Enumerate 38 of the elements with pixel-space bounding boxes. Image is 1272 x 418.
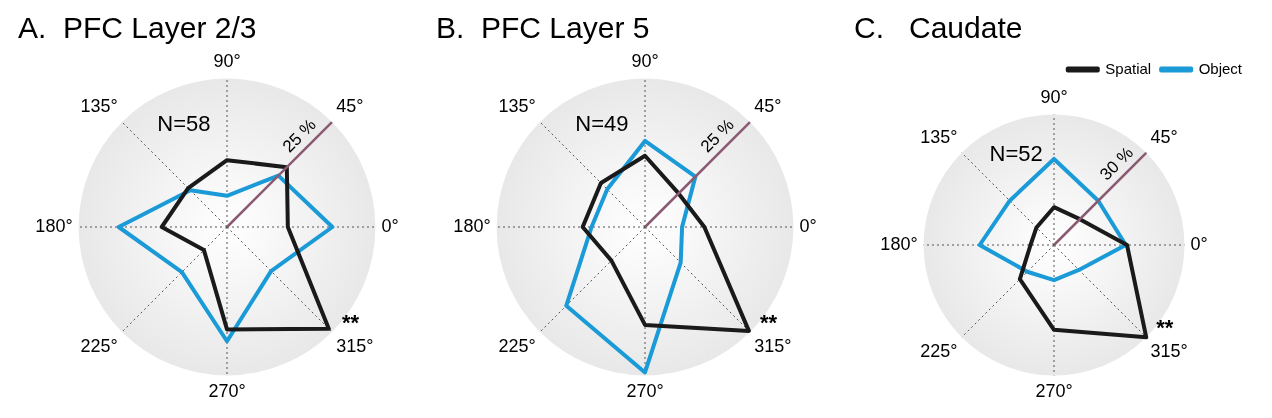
spoke-label: 315° (1150, 341, 1188, 362)
spoke-label: 180° (453, 215, 491, 236)
text: ** (759, 310, 778, 335)
spoke-label: 0° (1190, 233, 1208, 254)
spoke-label: 180° (35, 215, 73, 236)
spoke-label: 90° (213, 50, 241, 71)
spoke-label: 315° (754, 335, 792, 356)
chart-title: A. PFC Layer 2/3 (18, 11, 257, 45)
spoke-label: 225° (920, 341, 958, 362)
spoke-label: 90° (1040, 86, 1068, 107)
spoke-label: 90° (631, 50, 659, 71)
spoke-label: 45° (754, 95, 782, 116)
spoke-label: 270° (626, 381, 664, 402)
spoke-label: 45° (336, 95, 364, 116)
text: N=49 (575, 110, 629, 136)
legend-label: Object (1198, 59, 1243, 77)
legend-label: Spatial (1105, 59, 1152, 77)
text: N=58 (157, 110, 211, 136)
spoke-label: 0° (799, 215, 817, 236)
text: ** (341, 310, 360, 335)
spoke-label: 135° (80, 95, 118, 116)
spoke-label: 135° (498, 95, 536, 116)
spoke-label: 270° (1035, 381, 1073, 402)
spoke-label: 225° (80, 335, 118, 356)
text: 25 % (279, 115, 320, 157)
spoke-label: 135° (920, 126, 958, 147)
spoke-label: 0° (381, 215, 399, 236)
spoke-label: 225° (498, 335, 536, 356)
text: 30 % (1096, 143, 1137, 185)
spoke-label: 45° (1150, 126, 1178, 147)
text: N=52 (989, 141, 1043, 167)
text: ** (1156, 315, 1174, 341)
chart-title: C. Caudate (854, 11, 1023, 45)
chart-title: B. PFC Layer 5 (436, 11, 650, 45)
spoke-label: 180° (880, 233, 918, 254)
spoke-label: 315° (336, 335, 374, 356)
spoke-label: 270° (208, 381, 246, 402)
text: 25 % (697, 115, 738, 157)
